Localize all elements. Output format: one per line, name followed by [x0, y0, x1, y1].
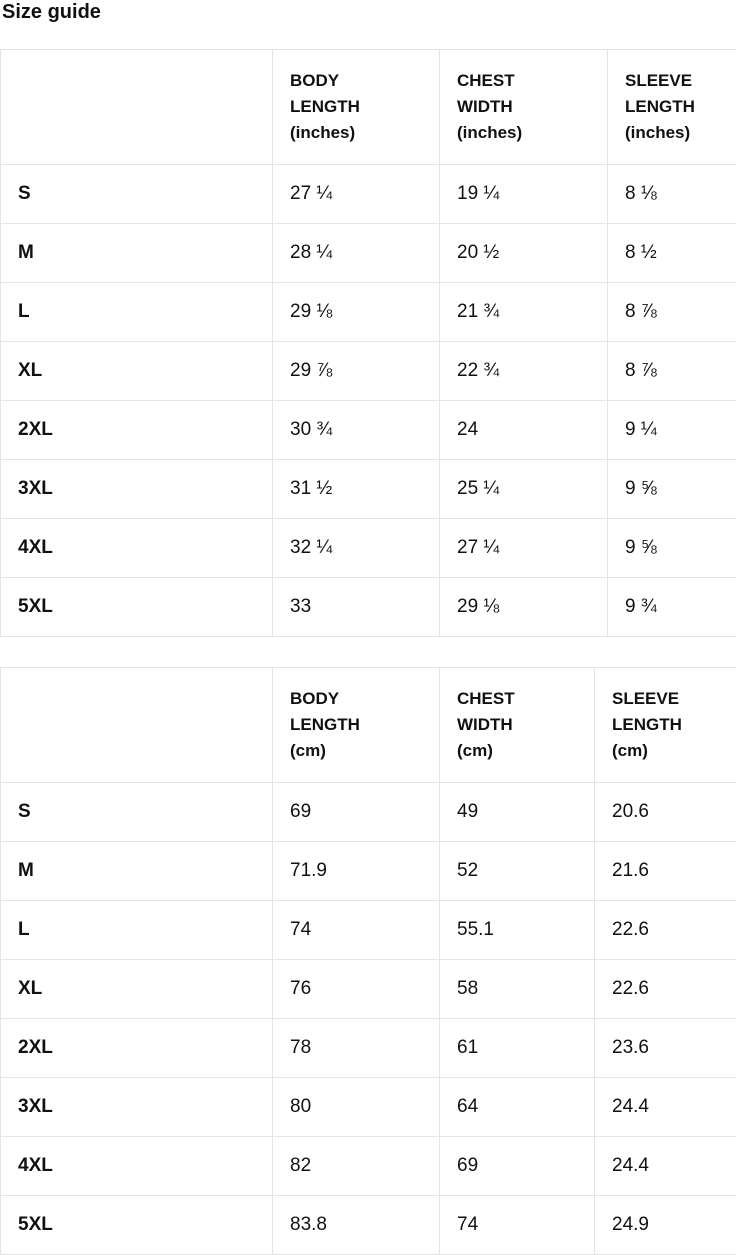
chest-width-value: 21 ¾: [440, 283, 608, 342]
body-length-value: 29 ⅞: [273, 342, 440, 401]
chest-width-value: 27 ¼: [440, 519, 608, 578]
column-header-chest-width: CHEST WIDTH (cm): [440, 668, 595, 783]
body-length-value: 69: [273, 783, 440, 842]
table-row: M 28 ¼ 20 ½ 8 ½: [1, 224, 736, 283]
table-row: 2XL 78 61 23.6: [1, 1019, 736, 1078]
page-title: Size guide: [2, 1, 736, 23]
corner-cell: [1, 668, 273, 783]
chest-width-value: 25 ¼: [440, 460, 608, 519]
header-row: BODY LENGTH (inches) CHEST WIDTH (inches…: [1, 50, 736, 165]
sleeve-length-value: 9 ¼: [608, 401, 736, 460]
sleeve-length-value: 8 ⅞: [608, 283, 736, 342]
table-row: 5XL 33 29 ⅛ 9 ¾: [1, 578, 736, 637]
size-label: 3XL: [1, 460, 273, 519]
sleeve-length-value: 9 ¾: [608, 578, 736, 637]
chest-width-value: 64: [440, 1078, 595, 1137]
size-label: S: [1, 783, 273, 842]
column-header-body-length: BODY LENGTH (cm): [273, 668, 440, 783]
size-label: 4XL: [1, 519, 273, 578]
sleeve-length-value: 22.6: [595, 901, 736, 960]
size-label: 5XL: [1, 578, 273, 637]
table-row: 4XL 82 69 24.4: [1, 1137, 736, 1196]
body-length-value: 30 ¾: [273, 401, 440, 460]
body-length-value: 32 ¼: [273, 519, 440, 578]
chest-width-value: 52: [440, 842, 595, 901]
table-row: L 29 ⅛ 21 ¾ 8 ⅞: [1, 283, 736, 342]
chest-width-value: 49: [440, 783, 595, 842]
size-label: S: [1, 165, 273, 224]
body-length-value: 27 ¼: [273, 165, 440, 224]
column-header-sleeve-length: SLEEVE LENGTH (inches): [608, 50, 736, 165]
column-header-sleeve-length: SLEEVE LENGTH (cm): [595, 668, 736, 783]
table-row: 2XL 30 ¾ 24 9 ¼: [1, 401, 736, 460]
header-row: BODY LENGTH (cm) CHEST WIDTH (cm) SLEEVE…: [1, 668, 736, 783]
table-row: 4XL 32 ¼ 27 ¼ 9 ⅝: [1, 519, 736, 578]
sleeve-length-value: 8 ½: [608, 224, 736, 283]
sleeve-length-value: 22.6: [595, 960, 736, 1019]
body-length-value: 76: [273, 960, 440, 1019]
table-row: 5XL 83.8 74 24.9: [1, 1196, 736, 1255]
body-length-value: 74: [273, 901, 440, 960]
body-length-value: 31 ½: [273, 460, 440, 519]
column-header-body-length: BODY LENGTH (inches): [273, 50, 440, 165]
table-row: L 74 55.1 22.6: [1, 901, 736, 960]
sleeve-length-value: 24.4: [595, 1078, 736, 1137]
size-label: 2XL: [1, 1019, 273, 1078]
sleeve-length-value: 23.6: [595, 1019, 736, 1078]
body-length-value: 33: [273, 578, 440, 637]
table-row: 3XL 31 ½ 25 ¼ 9 ⅝: [1, 460, 736, 519]
sleeve-length-value: 20.6: [595, 783, 736, 842]
table-row: M 71.9 52 21.6: [1, 842, 736, 901]
body-length-value: 80: [273, 1078, 440, 1137]
body-length-value: 82: [273, 1137, 440, 1196]
chest-width-value: 61: [440, 1019, 595, 1078]
size-label: 4XL: [1, 1137, 273, 1196]
table-row: 3XL 80 64 24.4: [1, 1078, 736, 1137]
body-length-value: 83.8: [273, 1196, 440, 1255]
body-length-value: 29 ⅛: [273, 283, 440, 342]
size-label: M: [1, 842, 273, 901]
chest-width-value: 29 ⅛: [440, 578, 608, 637]
chest-width-value: 24: [440, 401, 608, 460]
size-label: 5XL: [1, 1196, 273, 1255]
chest-width-value: 74: [440, 1196, 595, 1255]
sleeve-length-value: 8 ⅞: [608, 342, 736, 401]
sleeve-length-value: 8 ⅛: [608, 165, 736, 224]
size-label: L: [1, 283, 273, 342]
table-row: XL 29 ⅞ 22 ¾ 8 ⅞: [1, 342, 736, 401]
size-label: 2XL: [1, 401, 273, 460]
corner-cell: [1, 50, 273, 165]
size-table-inches: BODY LENGTH (inches) CHEST WIDTH (inches…: [0, 49, 736, 637]
sleeve-length-value: 24.4: [595, 1137, 736, 1196]
sleeve-length-value: 9 ⅝: [608, 460, 736, 519]
chest-width-value: 22 ¾: [440, 342, 608, 401]
size-table-cm: BODY LENGTH (cm) CHEST WIDTH (cm) SLEEVE…: [0, 667, 736, 1255]
sleeve-length-value: 9 ⅝: [608, 519, 736, 578]
size-label: 3XL: [1, 1078, 273, 1137]
chest-width-value: 55.1: [440, 901, 595, 960]
body-length-value: 28 ¼: [273, 224, 440, 283]
table-row: S 69 49 20.6: [1, 783, 736, 842]
sleeve-length-value: 24.9: [595, 1196, 736, 1255]
chest-width-value: 20 ½: [440, 224, 608, 283]
table-row: S 27 ¼ 19 ¼ 8 ⅛: [1, 165, 736, 224]
chest-width-value: 19 ¼: [440, 165, 608, 224]
size-label: XL: [1, 960, 273, 1019]
size-label: M: [1, 224, 273, 283]
size-label: L: [1, 901, 273, 960]
sleeve-length-value: 21.6: [595, 842, 736, 901]
column-header-chest-width: CHEST WIDTH (inches): [440, 50, 608, 165]
body-length-value: 78: [273, 1019, 440, 1078]
table-row: XL 76 58 22.6: [1, 960, 736, 1019]
size-label: XL: [1, 342, 273, 401]
body-length-value: 71.9: [273, 842, 440, 901]
chest-width-value: 69: [440, 1137, 595, 1196]
chest-width-value: 58: [440, 960, 595, 1019]
